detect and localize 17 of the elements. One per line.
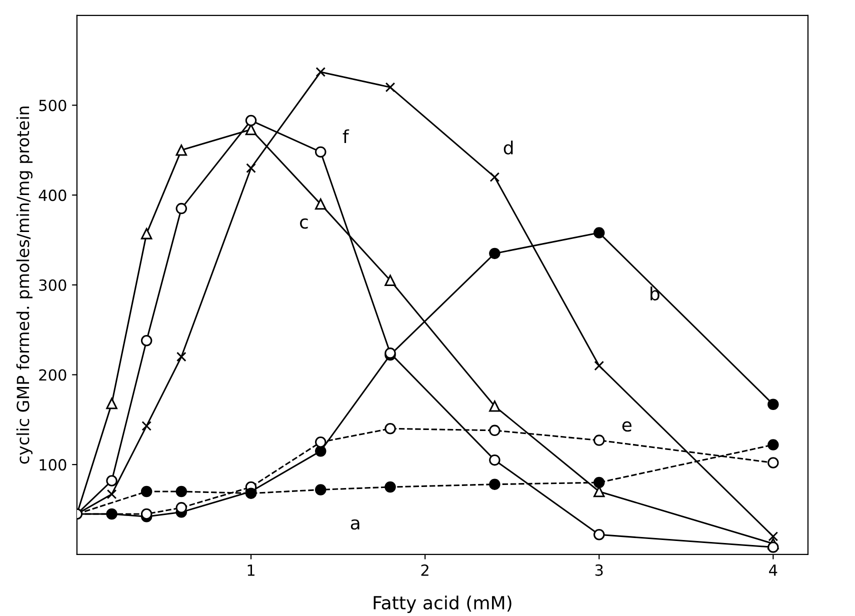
y-tick-label: 200 bbox=[39, 369, 66, 381]
x-tick-label: 2 bbox=[421, 564, 428, 576]
y-tick-label: 500 bbox=[39, 100, 66, 112]
series-label: c bbox=[300, 218, 308, 229]
series-label: d bbox=[504, 140, 513, 155]
x-axis-title: Fatty acid (mM) bbox=[374, 596, 512, 614]
y-tick-label: 100 bbox=[40, 459, 66, 471]
series-label: f bbox=[342, 129, 350, 144]
series-label: e bbox=[622, 421, 632, 432]
x-tick-label: 3 bbox=[595, 564, 603, 576]
series-label: a bbox=[350, 519, 360, 530]
y-tick-label: 400 bbox=[38, 190, 66, 202]
y-tick-label: 300 bbox=[39, 279, 66, 291]
x-tick-label: 1 bbox=[248, 564, 254, 576]
y-axis-title: cyclic GMP formed. pmoles/min/mg protein bbox=[16, 106, 33, 464]
series-label: b bbox=[650, 286, 660, 301]
x-tick-label: 4 bbox=[769, 564, 778, 576]
